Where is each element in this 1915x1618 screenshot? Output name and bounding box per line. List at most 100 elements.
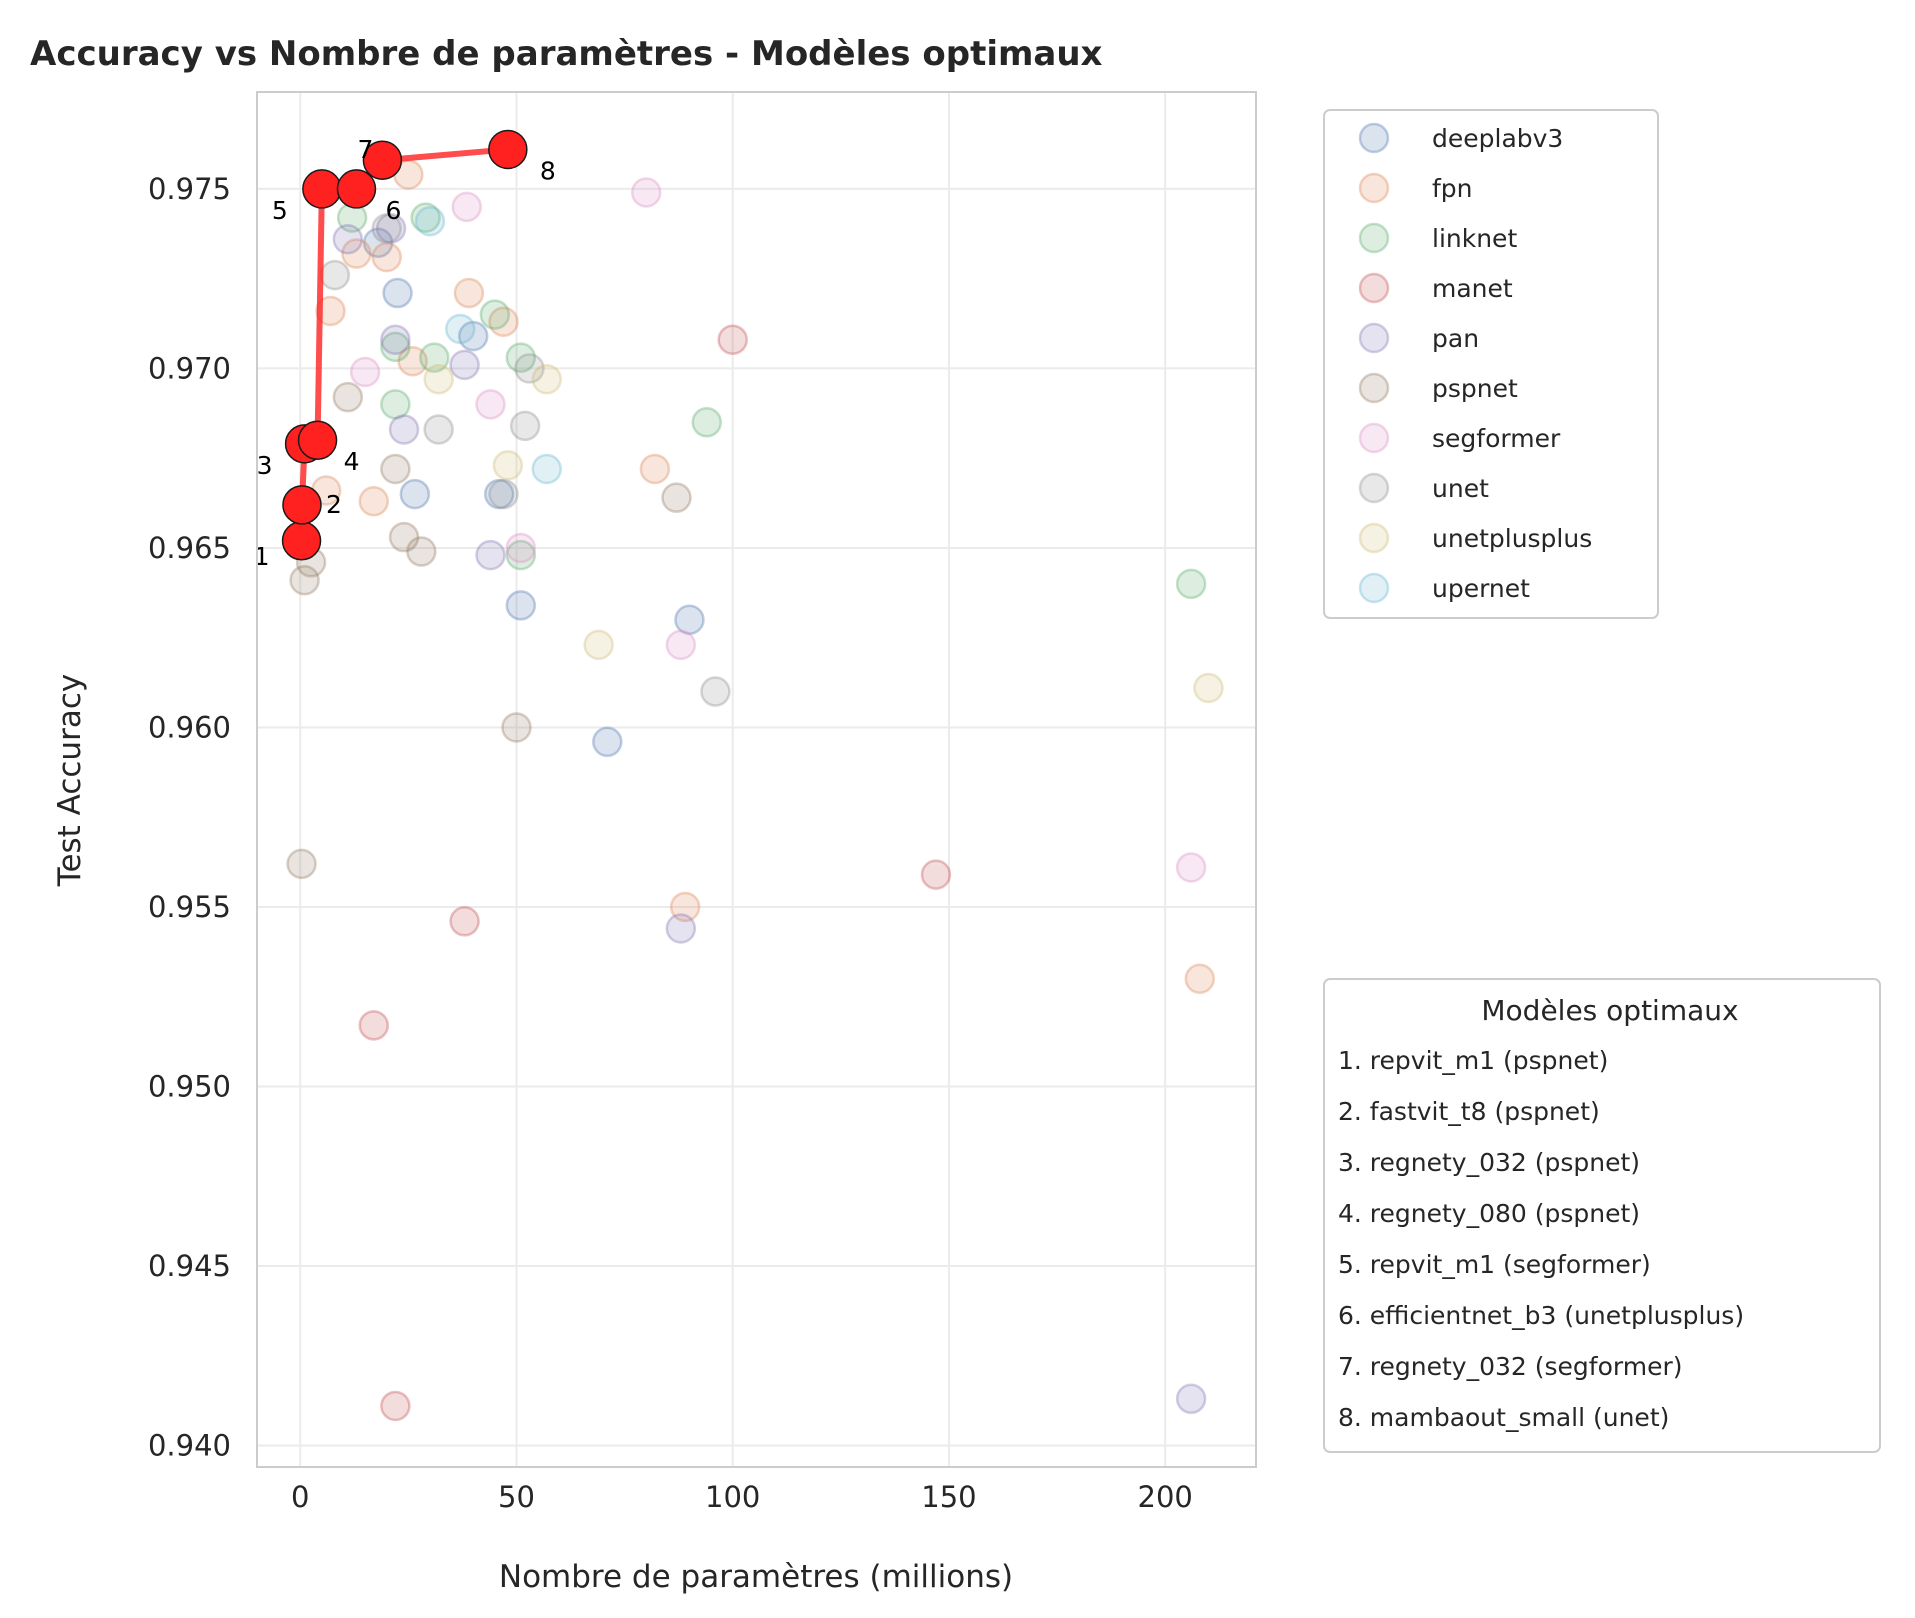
x-tick-label: 100	[705, 1480, 760, 1514]
point-linknet	[410, 202, 441, 233]
y-tick-label: 0.955	[148, 890, 231, 924]
point-segformer	[1175, 852, 1207, 883]
point-fpn	[488, 306, 519, 338]
optimal-model-item: 6. efficientnet_b3 (unetplusplus)	[1338, 1301, 1744, 1330]
optimal-models-frame	[1323, 978, 1881, 1453]
legend-label-pan: pan	[1432, 324, 1479, 353]
x-axis-label: Nombre de paramètres (millions)	[499, 1559, 1013, 1595]
point-manet	[358, 1010, 390, 1041]
pareto-label-6: 6	[386, 196, 402, 225]
point-upernet	[445, 313, 476, 345]
point-pspnet	[289, 565, 320, 596]
point-unetplusplus	[583, 629, 614, 661]
point-pan	[380, 324, 411, 355]
legend-marker-unetplusplus	[1358, 522, 1390, 554]
point-linknet	[505, 539, 537, 571]
pareto-label-4: 4	[344, 447, 360, 476]
point-deeplabv3	[362, 227, 394, 259]
point-manet	[449, 906, 480, 937]
point-fpn	[341, 238, 372, 269]
optimal-model-item: 4. regnety_080 (pspnet)	[1338, 1199, 1640, 1228]
scatter-points	[286, 159, 1224, 1422]
point-unetplusplus	[423, 363, 454, 395]
point-upernet	[414, 205, 446, 237]
y-tick-label: 0.960	[148, 710, 231, 744]
point-fpn	[1184, 963, 1216, 994]
y-tick-label: 0.965	[148, 531, 231, 565]
point-pspnet	[332, 381, 364, 413]
point-manet	[920, 859, 952, 890]
point-unet	[319, 259, 351, 291]
point-fpn	[358, 486, 390, 517]
legend-label-unet: unet	[1432, 474, 1489, 503]
point-fpn	[397, 346, 428, 377]
optimal-models-box: Modèles optimaux 1. repvit_m1 (pspnet) 2.…	[1323, 978, 1881, 1453]
point-segformer	[475, 389, 506, 420]
point-pan	[449, 349, 480, 381]
point-segformer	[665, 629, 697, 661]
pareto-point-6	[336, 169, 377, 209]
point-fpn	[639, 453, 671, 485]
pareto-label-7: 7	[357, 135, 373, 164]
legend-marker-upernet	[1358, 572, 1390, 604]
legend-marker-deeplabv3	[1358, 122, 1390, 154]
pareto-point-5	[302, 169, 342, 209]
point-pan	[1175, 1383, 1207, 1415]
point-pan	[332, 223, 364, 255]
pareto-label-1: 1	[254, 542, 270, 571]
point-fpn	[371, 241, 402, 273]
pareto-point-1	[281, 521, 322, 561]
x-tick-label: 150	[921, 1480, 976, 1514]
point-segformer	[349, 356, 381, 388]
point-linknet	[479, 299, 511, 330]
pareto-point-7	[362, 140, 403, 180]
pareto-label-8: 8	[540, 156, 556, 185]
legend-marker-manet	[1358, 272, 1390, 304]
optimal-models-title: Modèles optimaux	[1481, 994, 1738, 1027]
point-pspnet	[406, 536, 437, 567]
point-deeplabv3	[483, 478, 515, 510]
pareto-label-3: 3	[257, 451, 273, 480]
x-tick-label: 50	[498, 1480, 535, 1514]
point-pan	[388, 414, 420, 445]
legend-label-pspnet: pspnet	[1432, 374, 1518, 403]
point-unetplusplus	[492, 450, 524, 481]
point-deeplabv3	[399, 478, 431, 510]
grid-lines	[257, 92, 1256, 1467]
point-fpn	[669, 891, 701, 923]
point-deeplabv3	[674, 604, 705, 635]
y-tick-label: 0.975	[148, 172, 231, 206]
optimal-model-item: 8. mambaout_small (unet)	[1338, 1403, 1669, 1432]
point-deeplabv3	[457, 320, 489, 352]
plot-frame	[256, 91, 1257, 1468]
point-unetplusplus	[531, 363, 563, 395]
point-pspnet	[388, 521, 420, 553]
y-tick-label: 0.950	[148, 1069, 231, 1103]
point-unet	[514, 353, 545, 384]
point-pspnet	[380, 453, 411, 485]
point-linknet	[380, 389, 411, 420]
axis-ticks: 0 50 100 150 200 0.940 0.945 0.950 0.955 0.960 0.9…	[148, 172, 1193, 1514]
point-unet	[509, 410, 541, 442]
optimal-model-item: 1. repvit_m1 (pspnet)	[1338, 1046, 1608, 1075]
legend-marker-fpn	[1358, 172, 1390, 204]
series-legend: deeplabv3 fpn linknet manet pan pspnet segform…	[1323, 109, 1659, 619]
point-upernet	[531, 453, 563, 485]
pareto-label-5: 5	[272, 196, 288, 225]
point-linknet	[419, 342, 450, 373]
optimal-model-item: 5. repvit_m1 (segformer)	[1338, 1250, 1651, 1279]
y-axis-label: Test Accuracy	[52, 674, 88, 887]
x-tick-label: 0	[291, 1480, 309, 1514]
legend-label-linknet: linknet	[1432, 224, 1517, 253]
legend-marker-segformer	[1358, 422, 1390, 454]
y-tick-label: 0.970	[148, 351, 231, 385]
pareto-point-2	[282, 485, 322, 525]
point-segformer	[630, 177, 662, 208]
optimal-model-item: 2. fastvit_t8 (pspnet)	[1338, 1097, 1600, 1126]
point-segformer	[451, 191, 482, 223]
point-segformer	[505, 532, 537, 564]
point-pan	[665, 913, 697, 944]
point-linknet	[380, 331, 411, 363]
point-manet	[380, 1390, 411, 1422]
